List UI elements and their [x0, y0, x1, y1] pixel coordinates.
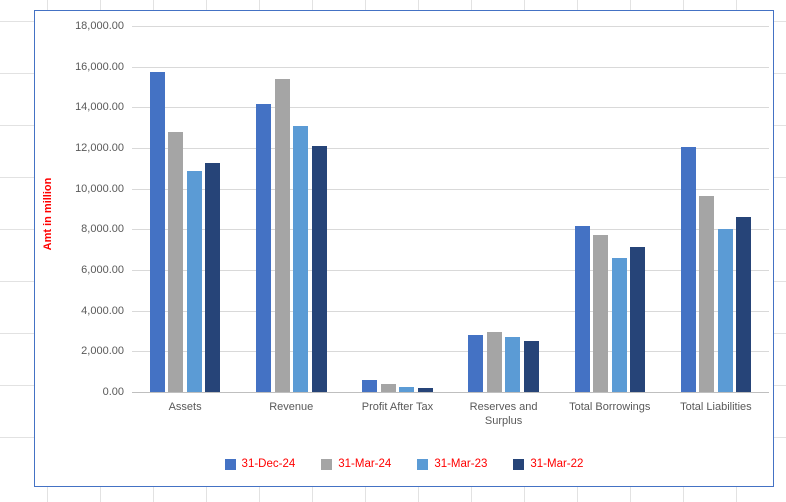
bar[interactable] — [630, 246, 645, 392]
y-tick-label: 14,000.00 — [75, 101, 124, 114]
bar[interactable] — [486, 331, 502, 392]
bar[interactable] — [311, 145, 327, 392]
bar[interactable] — [417, 387, 433, 392]
y-tick-label: 18,000.00 — [75, 20, 124, 32]
y-gridline — [132, 351, 769, 353]
bar[interactable] — [168, 132, 184, 392]
y-gridline — [132, 229, 769, 231]
bar[interactable] — [717, 228, 733, 392]
bar[interactable] — [468, 335, 484, 392]
y-tick-label: 0.00 — [102, 386, 124, 398]
y-gridline — [132, 107, 769, 109]
x-category-label: Profit After Tax — [361, 401, 434, 413]
y-axis-title[interactable]: Amt in million — [42, 177, 54, 251]
legend-marker-icon — [513, 458, 525, 470]
legend-label: 31-Mar-22 — [530, 458, 584, 470]
y-gridline — [132, 310, 769, 312]
bar[interactable] — [205, 163, 221, 392]
y-tick-label: 6,000.00 — [81, 264, 124, 276]
x-category-label: Reserves and Surplus — [469, 401, 538, 427]
y-gridline — [132, 188, 769, 190]
y-tick-label: 2,000.00 — [81, 345, 124, 358]
legend-label: 31-Mar-24 — [338, 458, 392, 470]
legend-item[interactable]: 31-Mar-24 — [321, 458, 391, 470]
bar[interactable] — [380, 384, 396, 392]
bar[interactable] — [274, 78, 290, 392]
bar[interactable] — [699, 195, 715, 392]
legend-label: 31-Dec-24 — [241, 458, 296, 470]
bar[interactable] — [593, 235, 608, 392]
y-tick-label: 16,000.00 — [75, 60, 124, 73]
x-category-label: Total Liabilities — [680, 401, 752, 413]
y-tick-label: 10,000.00 — [75, 182, 124, 195]
x-category-label: Total Borrowings — [569, 401, 651, 413]
bar[interactable] — [362, 379, 378, 392]
legend-marker-icon — [224, 458, 236, 470]
bar[interactable] — [523, 340, 539, 392]
x-axis-line — [132, 392, 769, 393]
bar[interactable] — [680, 146, 696, 392]
bar[interactable] — [574, 226, 590, 392]
bar[interactable] — [149, 71, 165, 392]
bar[interactable] — [293, 125, 308, 392]
bar-chart[interactable]: Amt in million 0.00 2,000.00 4,000.00 6,000… — [34, 10, 774, 487]
bar[interactable] — [505, 337, 521, 392]
bar[interactable] — [186, 171, 202, 392]
y-tick-label: 8,000.00 — [81, 223, 124, 236]
y-gridline — [132, 66, 769, 68]
bar[interactable] — [256, 104, 271, 392]
y-tick-label: 12,000.00 — [75, 142, 124, 154]
y-gridline — [132, 148, 769, 149]
legend-marker-icon — [321, 458, 333, 470]
legend-item[interactable]: 31-Mar-22 — [513, 458, 583, 470]
legend-label: 31-Mar-23 — [434, 458, 488, 470]
y-gridline — [132, 26, 769, 27]
legend-item[interactable]: 31-Mar-23 — [417, 458, 487, 470]
y-gridline — [132, 270, 769, 271]
bar[interactable] — [611, 257, 627, 392]
y-tick-label: 4,000.00 — [81, 304, 124, 317]
bar[interactable] — [399, 387, 415, 392]
bar[interactable] — [736, 216, 752, 392]
x-category-label: Revenue — [269, 401, 314, 413]
legend[interactable]: 31-Dec-24 31-Mar-24 31-Mar-23 31-Mar-22 — [35, 458, 773, 470]
legend-item[interactable]: 31-Dec-24 — [224, 458, 296, 470]
legend-marker-icon — [417, 458, 429, 470]
plot-area[interactable] — [132, 26, 769, 393]
x-category-label: Assets — [168, 401, 202, 413]
